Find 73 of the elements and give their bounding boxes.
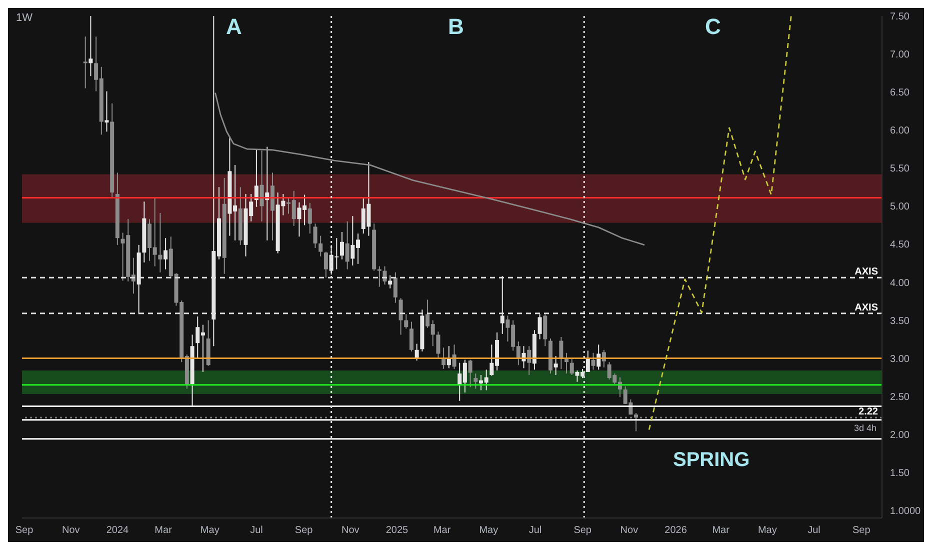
candlestick xyxy=(414,343,419,362)
candlestick xyxy=(554,355,558,376)
x-tick-label: May xyxy=(758,525,777,536)
candlestick xyxy=(340,232,344,260)
line-series xyxy=(648,16,792,430)
x-tick-label: Sep xyxy=(852,525,871,536)
annotation: 3d 4h xyxy=(854,423,877,433)
candlestick xyxy=(570,358,574,376)
x-tick-label: Nov xyxy=(342,525,360,536)
line-series xyxy=(214,92,646,246)
ref-line-label: AXIS xyxy=(854,302,878,314)
y-tick-label: 5.00 xyxy=(890,202,910,213)
annotation: A xyxy=(226,14,242,39)
x-tick-label: Mar xyxy=(712,525,730,536)
y-tick-label: 6.00 xyxy=(890,126,910,137)
x-tick-label: May xyxy=(479,525,498,536)
candlestick xyxy=(591,352,596,370)
candlestick xyxy=(345,220,350,270)
candlestick xyxy=(474,372,478,390)
ref-line-label: AXIS xyxy=(854,266,878,278)
candlestick xyxy=(468,359,472,388)
candlestick xyxy=(559,336,564,370)
candlestick xyxy=(404,314,408,330)
chart-title: 1W xyxy=(16,12,32,24)
y-tick-label: 4.50 xyxy=(890,240,910,251)
x-tick-label: 2026 xyxy=(664,525,688,536)
candlestick xyxy=(83,36,88,89)
candlestick xyxy=(260,150,264,222)
x-tick-label: Jul xyxy=(250,525,263,536)
y-tick-label: 3.50 xyxy=(890,316,910,327)
x-tick-label: Jul xyxy=(528,525,542,536)
candlestick xyxy=(254,148,258,208)
candlestick xyxy=(442,347,446,370)
x-tick-label: 2025 xyxy=(386,525,409,536)
annotation: B xyxy=(448,14,464,39)
y-tick-label: 7.50 xyxy=(890,12,910,23)
x-tick-label: Sep xyxy=(294,525,314,536)
x-tick-label: Mar xyxy=(433,525,452,536)
candlestick xyxy=(158,212,162,273)
y-tick-label: 6.50 xyxy=(890,88,910,99)
candlestick xyxy=(393,272,398,304)
annotation: SPRING xyxy=(673,449,750,471)
x-tick-label: 2024 xyxy=(106,525,130,536)
candlestick xyxy=(318,235,323,257)
x-tick-label: Sep xyxy=(574,525,592,536)
candlestick xyxy=(324,251,328,278)
y-tick-label: 1.50 xyxy=(890,468,910,479)
x-tick-label: Mar xyxy=(154,525,173,536)
candlestick xyxy=(104,90,109,132)
candlestick xyxy=(308,202,312,234)
y-tick-label: 2.50 xyxy=(890,392,910,403)
x-tick-label: Jul xyxy=(808,525,820,536)
x-tick-label: Nov xyxy=(62,525,80,536)
candlestick xyxy=(409,321,414,352)
y-tick-label: 3.00 xyxy=(890,354,910,365)
candlestick xyxy=(436,331,440,360)
y-tick-label: 7.00 xyxy=(890,50,910,61)
x-tick-label: Nov xyxy=(620,525,638,536)
y-tick-label: 4.00 xyxy=(890,278,910,289)
candlestick xyxy=(634,412,638,432)
candlestick xyxy=(398,298,403,336)
candlestick xyxy=(88,16,93,77)
candlestick xyxy=(377,266,382,288)
y-tick-label: 5.50 xyxy=(890,164,910,175)
x-tick-label: May xyxy=(200,525,220,536)
candlestick xyxy=(164,238,168,270)
candlestick xyxy=(313,223,318,248)
candlestick xyxy=(543,314,548,347)
y-tick-label: 1.0000 xyxy=(890,506,922,517)
x-tick-label: Sep xyxy=(15,525,34,536)
y-tick-label: 2.00 xyxy=(890,430,910,441)
ref-line-label: 2.22 xyxy=(858,406,878,418)
annotation: C xyxy=(705,14,721,39)
